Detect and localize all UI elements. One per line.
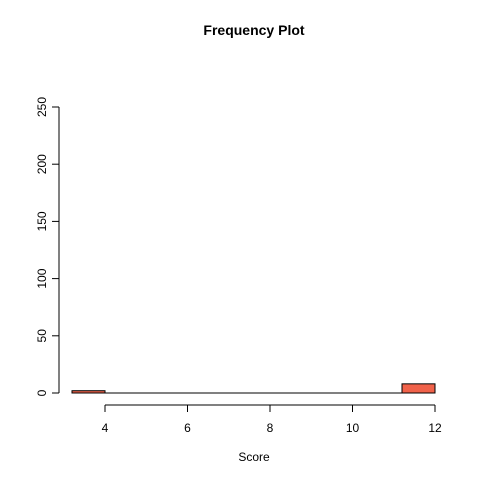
x-tick-label: 4: [102, 421, 109, 435]
y-tick-label: 50: [35, 329, 49, 343]
y-tick-label: 0: [35, 389, 49, 396]
chart-title: Frequency Plot: [203, 22, 304, 38]
x-tick-label: 8: [267, 421, 274, 435]
x-axis-label: Score: [238, 450, 270, 464]
y-tick-label: 150: [35, 211, 49, 231]
y-tick-label: 250: [35, 97, 49, 117]
x-tick-label: 10: [346, 421, 360, 435]
histogram-bar: [71, 390, 106, 394]
y-tick-label: 100: [35, 268, 49, 288]
histogram-bar: [401, 383, 436, 394]
x-tick-label: 12: [428, 421, 442, 435]
plot-area: 0 50 100 150 200 250 4 6 8 10 12: [35, 97, 442, 435]
y-tick-label: 200: [35, 154, 49, 174]
x-tick-label: 6: [184, 421, 191, 435]
